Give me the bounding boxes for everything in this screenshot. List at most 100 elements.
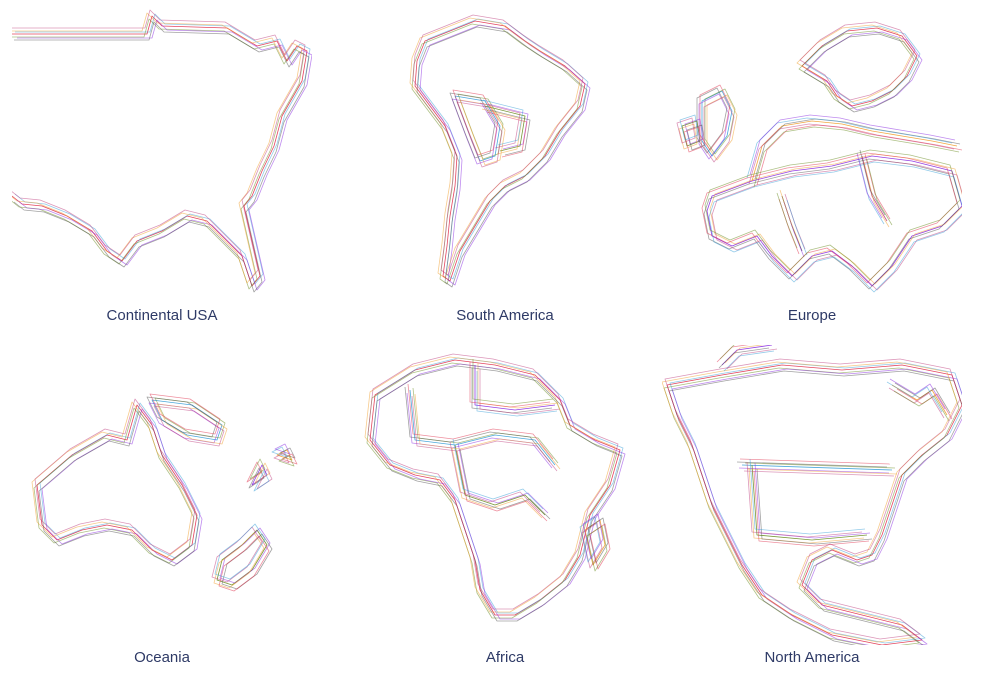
samerica-outlines bbox=[409, 14, 591, 288]
europe-outline-trace bbox=[699, 84, 731, 151]
namerica-outline-trace bbox=[749, 458, 866, 535]
map-label-south-america: South America bbox=[456, 307, 554, 324]
oceania-outline-trace bbox=[253, 470, 270, 492]
oceania-outline-trace bbox=[273, 452, 290, 464]
europe-outline-trace bbox=[863, 161, 890, 228]
samerica-outline-trace bbox=[489, 109, 531, 156]
samerica-outline-trace bbox=[484, 105, 526, 152]
africa-outline-trace bbox=[412, 387, 559, 464]
africa-outline-trace bbox=[371, 365, 623, 622]
samerica-outline-trace bbox=[451, 98, 498, 165]
europe-outline-trace bbox=[798, 30, 915, 110]
oceania-outline-trace bbox=[279, 447, 296, 459]
map-label-africa: Africa bbox=[485, 649, 525, 666]
namerica-outline-trace bbox=[739, 458, 891, 465]
europe-outline-trace bbox=[859, 149, 886, 216]
europe-outline-trace bbox=[679, 114, 699, 141]
samerica-outline-trace bbox=[409, 17, 581, 279]
map-svg bbox=[409, 14, 591, 288]
europe-outline-trace bbox=[858, 158, 885, 225]
africa-outline-trace bbox=[372, 357, 624, 614]
samerica-outline-trace bbox=[486, 111, 528, 158]
europe-outline-trace bbox=[704, 88, 736, 155]
africa-outline-trace bbox=[476, 371, 558, 417]
usa-outline-trace bbox=[14, 13, 311, 285]
namerica-outline-trace bbox=[718, 347, 770, 369]
oceania-outline-trace bbox=[146, 396, 218, 438]
usa-outline-trace bbox=[12, 9, 306, 281]
namerica-outline-trace bbox=[746, 468, 898, 475]
africa-outline-trace bbox=[411, 395, 558, 472]
oceania-outline-trace bbox=[38, 410, 200, 567]
usa-outline-trace bbox=[12, 12, 303, 284]
africa-outline-trace bbox=[586, 525, 608, 572]
europe-outline-trace bbox=[711, 159, 962, 291]
samerica-outline-trace bbox=[459, 99, 506, 166]
oceania-outline-trace bbox=[33, 407, 195, 564]
namerica-outline-trace bbox=[744, 462, 896, 469]
oceania-outline-trace bbox=[153, 405, 225, 447]
africa-outline-trace bbox=[479, 369, 561, 415]
oceania-outlines bbox=[31, 393, 298, 592]
samerica-outline-trace bbox=[479, 102, 521, 149]
europe-outline-trace bbox=[709, 153, 962, 285]
oceania-outline-trace bbox=[31, 401, 193, 558]
africa-outline-trace bbox=[366, 362, 618, 619]
map-svg bbox=[662, 345, 962, 645]
namerica-outline-trace bbox=[746, 461, 863, 538]
map-oceania bbox=[12, 345, 312, 645]
europe-outline-trace bbox=[678, 123, 698, 150]
europe-outline-trace bbox=[683, 126, 703, 153]
map-europe bbox=[662, 6, 962, 306]
oceania-outline-trace bbox=[41, 408, 203, 565]
usa-outlines bbox=[12, 9, 312, 293]
africa-outline-trace bbox=[451, 447, 543, 519]
africa-outline-trace bbox=[407, 383, 554, 460]
namerica-outline-trace bbox=[894, 382, 951, 414]
namerica-outline-trace bbox=[886, 381, 943, 413]
africa-outline-trace bbox=[587, 517, 609, 564]
africa-outline-trace bbox=[582, 513, 604, 560]
map-svg bbox=[364, 353, 626, 622]
map-label-europe: Europe bbox=[787, 307, 837, 324]
europe-outline-trace bbox=[704, 149, 961, 281]
map-svg bbox=[676, 21, 962, 293]
namerica-outline-trace bbox=[751, 464, 868, 541]
africa-outline-trace bbox=[406, 392, 553, 469]
africa-outline-trace bbox=[474, 365, 556, 411]
oceania-outline-trace bbox=[154, 397, 226, 439]
samerica-outline-trace bbox=[481, 108, 523, 155]
namerica-outline-trace bbox=[671, 368, 962, 645]
namerica-outline-trace bbox=[664, 358, 961, 640]
samerica-outline-trace bbox=[449, 92, 496, 159]
namerica-outline-trace bbox=[669, 362, 962, 644]
europe-outline-trace bbox=[681, 120, 701, 147]
namerica-outline-trace bbox=[743, 470, 895, 477]
namerica-outline-trace bbox=[723, 350, 775, 372]
europe-outline-trace bbox=[866, 159, 893, 226]
africa-outline-trace bbox=[367, 353, 619, 610]
europe-outline-trace bbox=[803, 33, 920, 113]
namerica-outline-trace bbox=[748, 467, 865, 544]
oceania-outline-trace bbox=[246, 461, 263, 483]
europe-outline-trace bbox=[698, 93, 730, 160]
europe-outline-trace bbox=[856, 152, 883, 219]
oceania-outline-trace bbox=[219, 527, 271, 584]
oceania-outline-trace bbox=[34, 398, 196, 555]
africa-outline-trace bbox=[457, 442, 549, 514]
samerica-outline-trace bbox=[452, 89, 499, 156]
africa-outline-trace bbox=[414, 393, 561, 470]
oceania-outline-trace bbox=[213, 532, 265, 589]
namerica-outline-trace bbox=[896, 388, 953, 420]
europe-outlines bbox=[676, 21, 962, 293]
africa-outlines bbox=[364, 353, 626, 622]
map-svg bbox=[31, 393, 298, 592]
africa-outline-trace bbox=[469, 362, 551, 408]
namerica-outline-trace bbox=[719, 345, 735, 360]
oceania-outline-trace bbox=[36, 404, 198, 561]
map-north-america bbox=[662, 345, 962, 645]
africa-outline-trace bbox=[581, 522, 603, 569]
europe-outline-trace bbox=[776, 192, 798, 249]
samerica-outline-trace bbox=[456, 101, 503, 168]
africa-outline-trace bbox=[454, 444, 546, 516]
